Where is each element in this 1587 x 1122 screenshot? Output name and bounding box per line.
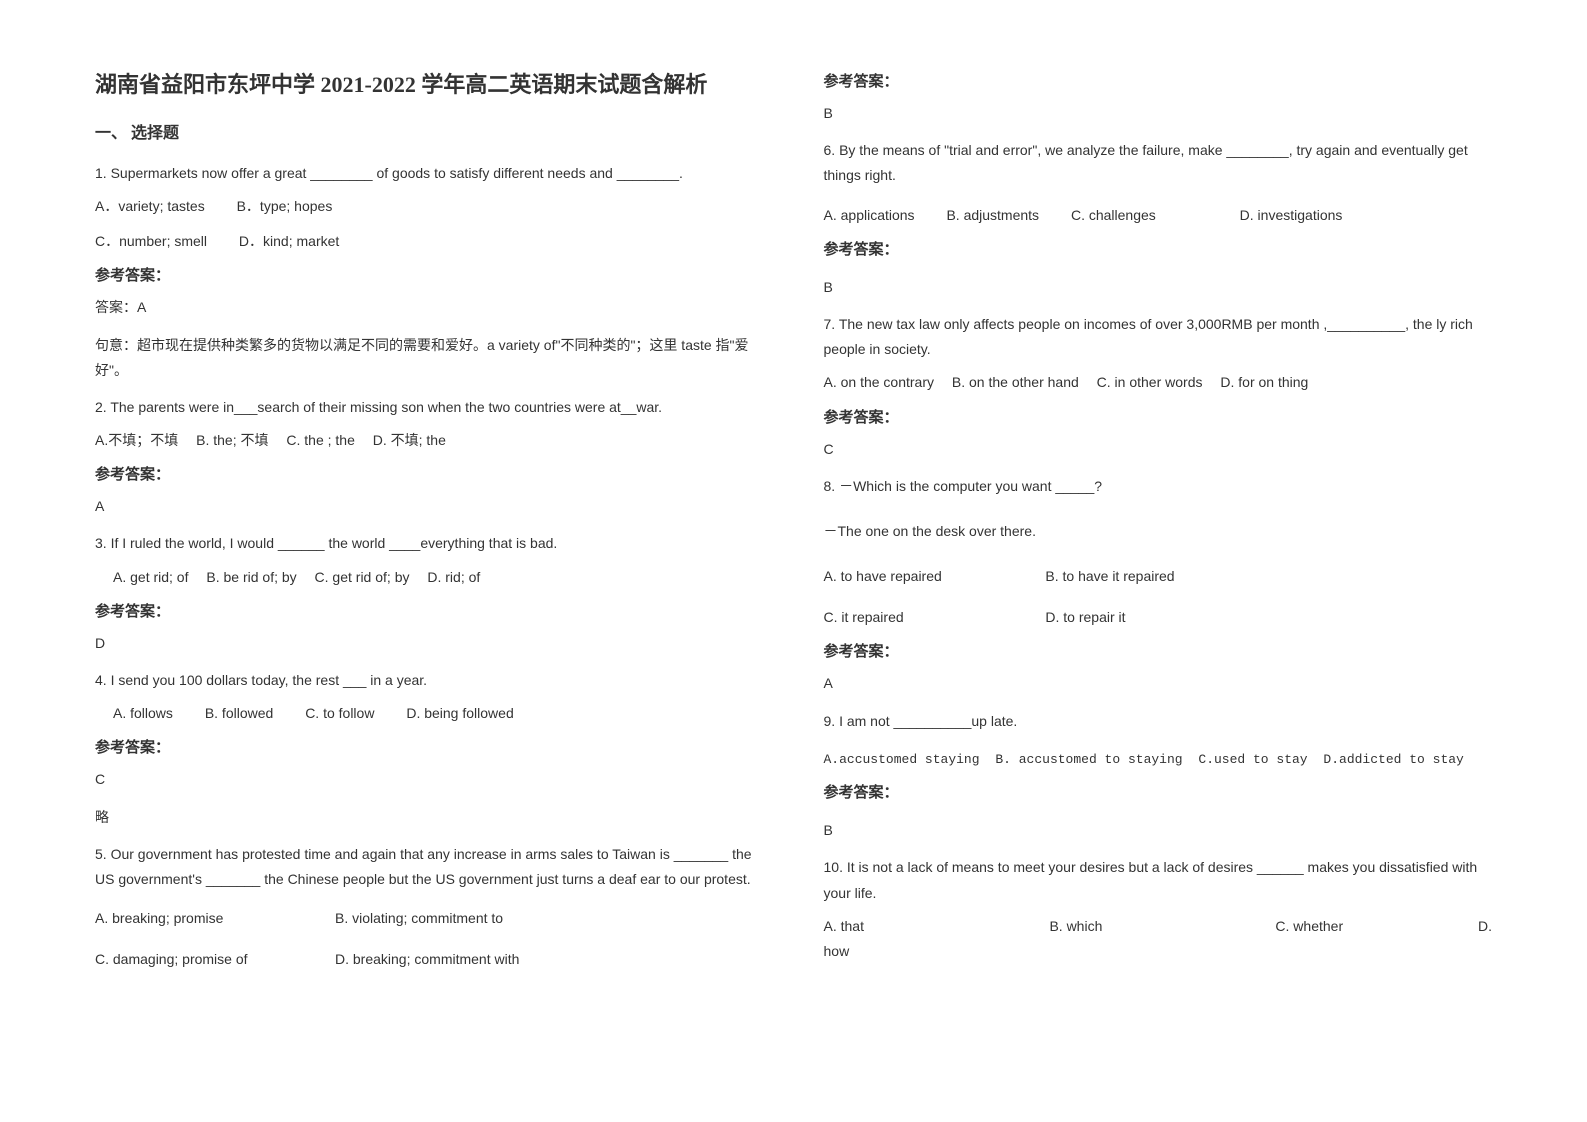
q4-ans: C xyxy=(95,767,764,792)
q8-optC: C. it repaired xyxy=(824,605,1014,630)
q10-optC: C. whether xyxy=(1275,914,1478,939)
doc-title: 湖南省益阳市东坪中学 2021-2022 学年高二英语期末试题含解析 xyxy=(95,70,764,101)
q2-text: 2. The parents were in___search of their… xyxy=(95,395,764,420)
q6-optC: C. challenges xyxy=(1071,203,1156,228)
q1-opts-row1: A．variety; tastes B．type; hopes xyxy=(95,194,764,219)
q3-optA: A. get rid; of xyxy=(113,565,188,590)
q4-optB: B. followed xyxy=(205,701,273,726)
q4-ans2: 略 xyxy=(95,805,764,830)
q9-text: 9. I am not __________up late. xyxy=(824,709,1493,734)
q3-text: 3. If I ruled the world, I would ______ … xyxy=(95,531,764,556)
q7-optB: B. on the other hand xyxy=(952,370,1079,395)
q6-optB: B. adjustments xyxy=(946,203,1039,228)
q4-optD: D. being followed xyxy=(406,701,513,726)
q6-optD: D. investigations xyxy=(1240,203,1343,228)
q1-ans1: 答案：A xyxy=(95,295,764,320)
q7-ans-label: 参考答案： xyxy=(824,406,1493,427)
q2-optC: C. the ; the xyxy=(286,428,354,453)
q9-optC: C.used to stay xyxy=(1198,748,1307,771)
q2-ans-label: 参考答案： xyxy=(95,463,764,484)
q2-optA: A.不填；不填 xyxy=(95,428,178,453)
q8-optA: A. to have repaired xyxy=(824,564,1014,589)
q2-optB: B. the; 不填 xyxy=(196,428,268,453)
q5-opts-row1: A. breaking; promise B. violating; commi… xyxy=(95,906,764,931)
q10-optB: B. which xyxy=(1049,914,1275,939)
q3-optB: B. be rid of; by xyxy=(206,565,296,590)
q10-optD2: how xyxy=(824,939,1493,964)
q7-text: 7. The new tax law only affects people o… xyxy=(824,312,1493,362)
q7-optC: C. in other words xyxy=(1097,370,1203,395)
q3-optD: D. rid; of xyxy=(427,565,480,590)
q4-optA: A. follows xyxy=(113,701,173,726)
q1-text: 1. Supermarkets now offer a great ______… xyxy=(95,161,764,186)
q10-optD: D. xyxy=(1478,914,1492,939)
q5-ans: B xyxy=(824,101,1493,126)
q10-opts: A. that B. which C. whether D. xyxy=(824,914,1493,939)
q1-opts-row2: C．number; smell D．kind; market xyxy=(95,229,764,254)
q2-opts: A.不填；不填 B. the; 不填 C. the ; the D. 不填; t… xyxy=(95,428,764,453)
q5-text: 5. Our government has protested time and… xyxy=(95,842,764,892)
q8-optB: B. to have it repaired xyxy=(1045,564,1174,589)
q4-ans-label: 参考答案： xyxy=(95,736,764,757)
q9-optB: B. accustomed to staying xyxy=(995,748,1182,771)
q4-opts: A. follows B. followed C. to follow D. b… xyxy=(95,701,764,726)
q7-ans: C xyxy=(824,437,1493,462)
q5-optB: B. violating; commitment to xyxy=(335,906,595,931)
q8-opts-row2: C. it repaired D. to repair it xyxy=(824,605,1493,630)
q3-optC: C. get rid of; by xyxy=(315,565,410,590)
q2-optD: D. 不填; the xyxy=(373,428,446,453)
q1-ans-label: 参考答案： xyxy=(95,264,764,285)
q6-ans: B xyxy=(824,275,1493,300)
q8-text2: －The one on the desk over there. xyxy=(824,519,1493,544)
q3-opts: A. get rid; of B. be rid of; by C. get r… xyxy=(95,565,764,590)
q1-optB: B．type; hopes xyxy=(237,194,333,219)
q4-text: 4. I send you 100 dollars today, the res… xyxy=(95,668,764,693)
q8-text1: 8. －Which is the computer you want _____… xyxy=(824,474,1493,499)
q8-ans-label: 参考答案： xyxy=(824,640,1493,661)
page-columns: 湖南省益阳市东坪中学 2021-2022 学年高二英语期末试题含解析 一、 选择… xyxy=(95,70,1492,983)
q9-optD: D.addicted to stay xyxy=(1323,748,1463,771)
q10-optA: A. that xyxy=(824,914,1050,939)
q9-opts: A.accustomed staying B. accustomed to st… xyxy=(824,748,1493,771)
q5-optA: A. breaking; promise xyxy=(95,906,335,931)
q1-optA: A．variety; tastes xyxy=(95,194,205,219)
q1-optD: D．kind; market xyxy=(239,229,339,254)
q9-optA: A.accustomed staying xyxy=(824,748,980,771)
q7-optA: A. on the contrary xyxy=(824,370,935,395)
q6-ans-label: 参考答案： xyxy=(824,238,1493,259)
q1-ans2: 句意：超市现在提供种类繁多的货物以满足不同的需要和爱好。a variety of… xyxy=(95,333,764,383)
q8-optD: D. to repair it xyxy=(1045,605,1125,630)
q6-text: 6. By the means of "trial and error", we… xyxy=(824,138,1493,188)
q9-ans-label: 参考答案： xyxy=(824,781,1493,802)
q5-opts-row2: C. damaging; promise of D. breaking; com… xyxy=(95,947,764,972)
q5-ans-label: 参考答案： xyxy=(824,70,1493,91)
q7-opts: A. on the contrary B. on the other hand … xyxy=(824,370,1493,395)
q8-opts-row1: A. to have repaired B. to have it repair… xyxy=(824,564,1493,589)
q3-ans: D xyxy=(95,631,764,656)
q7-optD: D. for on thing xyxy=(1220,370,1308,395)
q5-optD: D. breaking; commitment with xyxy=(335,947,595,972)
left-column: 湖南省益阳市东坪中学 2021-2022 学年高二英语期末试题含解析 一、 选择… xyxy=(95,70,764,983)
q8-ans: A xyxy=(824,671,1493,696)
right-column: 参考答案： B 6. By the means of "trial and er… xyxy=(824,70,1493,983)
q3-ans-label: 参考答案： xyxy=(95,600,764,621)
q5-optC: C. damaging; promise of xyxy=(95,947,335,972)
q10-text: 10. It is not a lack of means to meet yo… xyxy=(824,855,1493,905)
q9-ans: B xyxy=(824,818,1493,843)
q4-optC: C. to follow xyxy=(305,701,374,726)
q6-opts: A. applications B. adjustments C. challe… xyxy=(824,203,1493,228)
q2-ans: A xyxy=(95,494,764,519)
section-header: 一、 选择题 xyxy=(95,119,764,143)
q6-optA: A. applications xyxy=(824,203,915,228)
q1-optC: C．number; smell xyxy=(95,229,207,254)
